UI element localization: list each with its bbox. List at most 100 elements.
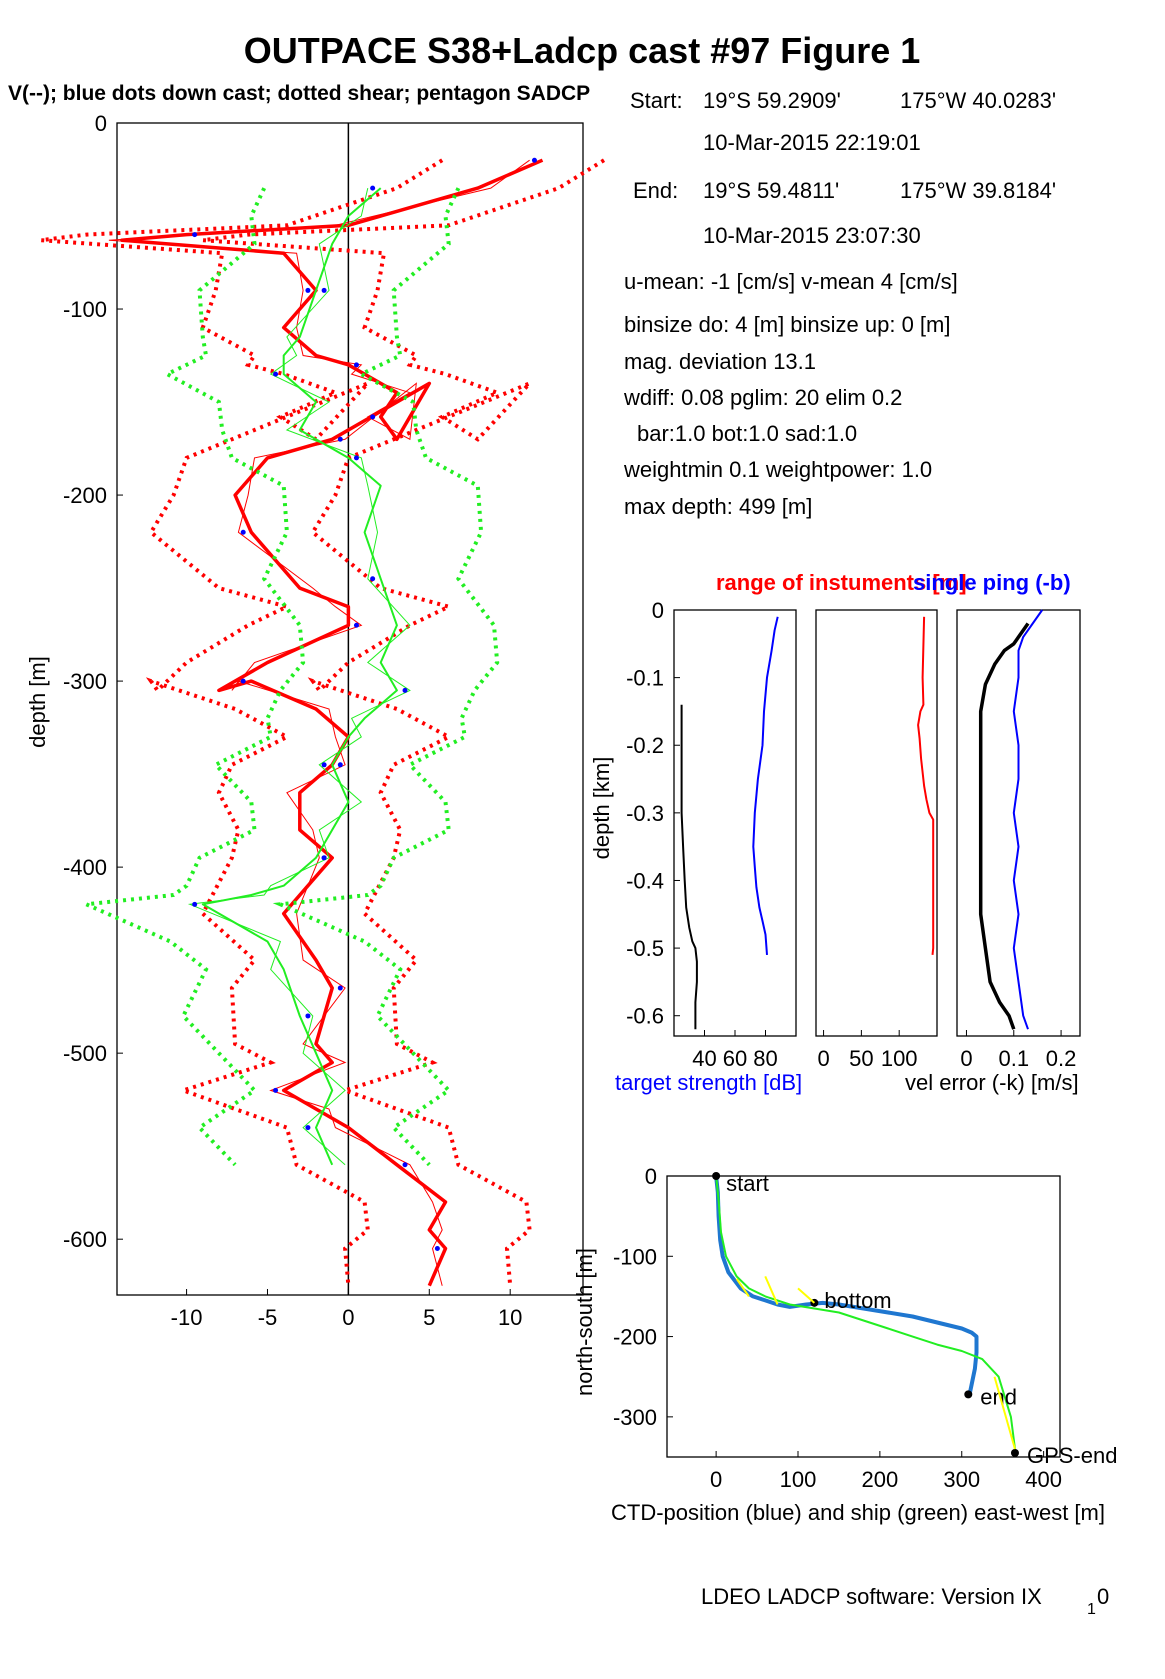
weight-params: weightmin 0.1 weightpower: 1.0 bbox=[623, 457, 932, 482]
range-panel: 0 50 100 bbox=[815, 609, 938, 1071]
end-label: End: bbox=[633, 178, 678, 203]
plot-frame bbox=[116, 122, 584, 1296]
connector-line bbox=[993, 1376, 1016, 1450]
position-label-bottom: bottom bbox=[824, 1288, 891, 1313]
end-time: 10-Mar-2015 23:07:30 bbox=[703, 223, 921, 248]
x-tick-label: 0 bbox=[342, 1305, 354, 1330]
downcast-dot bbox=[321, 287, 327, 293]
y-tick-label: -0.3 bbox=[626, 801, 664, 826]
x-tick-label: 0.1 bbox=[998, 1046, 1029, 1071]
depth-km-label: depth [km] bbox=[589, 757, 614, 860]
footer-version: LDEO LADCP software: Version IX bbox=[701, 1584, 1042, 1609]
series-line-ctd bbox=[714, 1175, 979, 1396]
downcast-dot bbox=[305, 287, 311, 293]
position-label-gps-end: GPS-end bbox=[1027, 1443, 1118, 1468]
x-tick-label: 80 bbox=[753, 1046, 777, 1071]
x-tick-label: 10 bbox=[498, 1305, 522, 1330]
x-tick-label: 0.2 bbox=[1046, 1046, 1077, 1071]
series-line-blue bbox=[752, 616, 779, 955]
plot-frame bbox=[666, 1175, 1061, 1458]
target-strength-panel: 40 60 80 0 -0.1 -0.2 -0.3 -0.4 -0.5 -0.6 bbox=[626, 598, 797, 1071]
vel-error-label: vel error (-k) [m/s] bbox=[905, 1070, 1079, 1095]
x-tick-label: 0 bbox=[710, 1467, 722, 1492]
position-label-start: start bbox=[726, 1171, 769, 1196]
y-tick-label: -100 bbox=[63, 297, 107, 322]
downcast-dot bbox=[240, 529, 246, 535]
y-tick-label: -600 bbox=[63, 1227, 107, 1252]
x-tick-label: 100 bbox=[780, 1467, 817, 1492]
y-tick-label: -500 bbox=[63, 1041, 107, 1066]
series-line-red bbox=[917, 616, 935, 956]
range-title: range of instuments [m] bbox=[716, 570, 967, 595]
downcast-dot bbox=[192, 901, 198, 907]
y-tick-label: -100 bbox=[613, 1244, 657, 1269]
footer-subscript: 1 bbox=[1087, 1601, 1096, 1618]
downcast-dot bbox=[240, 678, 246, 684]
position-xlabel: CTD-position (blue) and ship (green) eas… bbox=[611, 1500, 1105, 1525]
y-tick-label: -200 bbox=[63, 483, 107, 508]
series-thin-green bbox=[187, 187, 411, 1166]
footer-tail: 0 bbox=[1097, 1584, 1109, 1609]
x-tick-label: 40 bbox=[692, 1046, 716, 1071]
y-tick-label: -300 bbox=[613, 1405, 657, 1430]
position-panel: 0 100 200 300 4000-100-200-300startbottomend… bbox=[613, 1164, 1118, 1492]
y-tick-label: -0.1 bbox=[626, 666, 664, 691]
downcast-dot bbox=[370, 414, 376, 420]
x-tick-label: 300 bbox=[943, 1467, 980, 1492]
shear-envelope-green-1 bbox=[272, 187, 500, 1167]
y-tick-label: 0 bbox=[645, 1164, 657, 1189]
mean-velocity: u-mean: -1 [cm/s] v-mean 4 [cm/s] bbox=[624, 269, 958, 294]
downcast-dot bbox=[321, 855, 327, 861]
position-marker bbox=[1010, 1448, 1019, 1457]
cast-info: Start: 19°S 59.2909' 175°W 40.0283' 10-M… bbox=[623, 88, 1056, 519]
x-tick-label: -5 bbox=[258, 1305, 278, 1330]
series-line-green bbox=[715, 1175, 1016, 1450]
downcast-dot bbox=[305, 1013, 311, 1019]
binsize: binsize do: 4 [m] binsize up: 0 [m] bbox=[624, 312, 951, 337]
series-line-black bbox=[978, 622, 1030, 1030]
downcast-dot bbox=[337, 762, 343, 768]
x-tick-label: 5 bbox=[423, 1305, 435, 1330]
y-tick-label: -0.4 bbox=[626, 868, 664, 893]
downcast-dot bbox=[370, 185, 376, 191]
mag-deviation: mag. deviation 13.1 bbox=[624, 349, 816, 374]
y-tick-label: -0.6 bbox=[626, 1004, 664, 1029]
connector-line bbox=[797, 1287, 816, 1304]
series-thin-red bbox=[108, 159, 530, 1286]
shear-envelope-green-0 bbox=[78, 187, 306, 1167]
downcast-dot bbox=[353, 455, 359, 461]
bar-weights: bar:1.0 bot:1.0 sad:1.0 bbox=[637, 421, 857, 446]
position-marker bbox=[712, 1172, 721, 1180]
target-strength-label: target strength [dB] bbox=[615, 1070, 802, 1095]
series-line-blue bbox=[1012, 609, 1044, 1030]
depth-m-label: depth [m] bbox=[25, 656, 50, 748]
shear-envelope-red-1 bbox=[202, 158, 606, 1286]
start-lat: 19°S 59.2909' bbox=[703, 88, 841, 113]
plot-frame bbox=[673, 609, 797, 1037]
x-tick-label: 0 bbox=[960, 1046, 972, 1071]
downcast-dot bbox=[402, 1162, 408, 1168]
downcast-dot bbox=[434, 1245, 440, 1251]
wdiff: wdiff: 0.08 pglim: 20 elim 0.2 bbox=[623, 385, 902, 410]
figure-title: OUTPACE S38+Ladcp cast #97 Figure 1 bbox=[244, 30, 921, 71]
x-tick-label: 100 bbox=[881, 1046, 918, 1071]
y-tick-label: 0 bbox=[652, 598, 664, 623]
downcast-dot bbox=[273, 371, 279, 377]
single-ping-title: single ping (-b) bbox=[913, 570, 1071, 595]
y-tick-label: -400 bbox=[63, 855, 107, 880]
y-tick-label: 0 bbox=[95, 111, 107, 136]
y-tick-label: -300 bbox=[63, 669, 107, 694]
position-ylabel: north-south [m] bbox=[572, 1248, 597, 1396]
series-line-black bbox=[680, 704, 698, 1030]
downcast-dot bbox=[305, 1125, 311, 1131]
y-tick-label: -200 bbox=[613, 1325, 657, 1350]
start-time: 10-Mar-2015 22:19:01 bbox=[703, 130, 921, 155]
downcast-dot bbox=[273, 1087, 279, 1093]
vel-error-panel: 0 0.1 0.2 bbox=[956, 609, 1081, 1071]
start-lon: 175°W 40.0283' bbox=[900, 88, 1056, 113]
max-depth: max depth: 499 [m] bbox=[624, 494, 812, 519]
downcast-dot bbox=[402, 687, 408, 693]
x-tick-label: 60 bbox=[723, 1046, 747, 1071]
y-tick-label: -0.2 bbox=[626, 733, 664, 758]
